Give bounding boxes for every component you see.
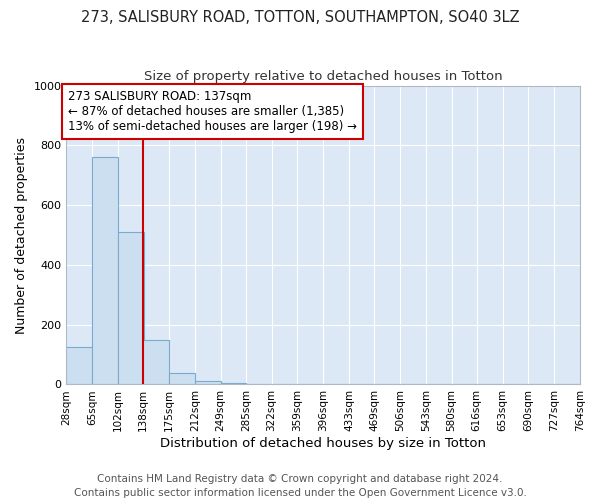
Y-axis label: Number of detached properties: Number of detached properties [15, 136, 28, 334]
Bar [92, 158, 118, 384]
Bar [195, 381, 221, 384]
Bar [67, 347, 92, 385]
Bar [143, 340, 169, 384]
X-axis label: Distribution of detached houses by size in Totton: Distribution of detached houses by size … [160, 437, 486, 450]
Bar [169, 372, 195, 384]
Text: Contains HM Land Registry data © Crown copyright and database right 2024.
Contai: Contains HM Land Registry data © Crown c… [74, 474, 526, 498]
Text: 273, SALISBURY ROAD, TOTTON, SOUTHAMPTON, SO40 3LZ: 273, SALISBURY ROAD, TOTTON, SOUTHAMPTON… [80, 10, 520, 25]
Title: Size of property relative to detached houses in Totton: Size of property relative to detached ho… [144, 70, 503, 83]
Bar [118, 232, 144, 384]
Bar [221, 382, 247, 384]
Text: 273 SALISBURY ROAD: 137sqm
← 87% of detached houses are smaller (1,385)
13% of s: 273 SALISBURY ROAD: 137sqm ← 87% of deta… [68, 90, 357, 133]
